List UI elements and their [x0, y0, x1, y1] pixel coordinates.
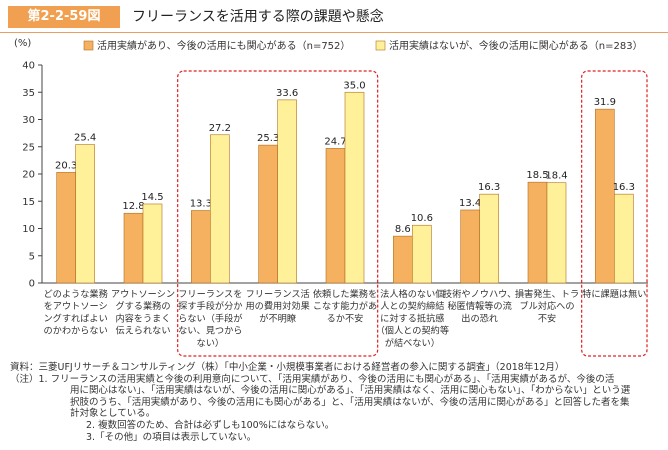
value-label-s1-c6: 8.6: [395, 224, 411, 235]
category-label-c4-line-3: が不明瞭: [259, 312, 296, 324]
bar-s2-c3: [210, 134, 230, 284]
category-label-c2-line-3: 内容をうまく: [115, 312, 170, 324]
bar-s2-c4: [277, 99, 297, 284]
value-label-s2-c8: 18.4: [545, 171, 567, 182]
category-label-c5-line-2: こなす能力があ: [313, 300, 377, 312]
legend-label-2: 活用実績はないが、今後の活用に関心がある（n=283）: [389, 39, 643, 52]
value-label-s1-c8: 18.5: [526, 170, 548, 181]
bar-s2-c6: [412, 224, 432, 284]
value-label-s1-c4: 25.3: [257, 133, 279, 144]
bar-s2-c7: [479, 193, 499, 284]
note-1-line-3: 択肢のうち、「活用実績があり、今後の活用にも関心がある」と、「活用実績はないが、…: [70, 396, 630, 408]
category-label-c8-line-1: 損害発生、トラ: [515, 288, 579, 300]
y-tick-label: 40: [22, 61, 35, 72]
category-label-c3-line-1: フリーランスを: [178, 289, 242, 300]
note-1-line-4: 計対象としている。: [70, 408, 156, 420]
value-label-s2-c5: 35.0: [343, 80, 365, 91]
category-label-c2-line-2: グする業務の: [115, 300, 170, 312]
bar-s1-c7: [460, 209, 480, 284]
bar-s1-c8: [527, 181, 548, 284]
category-label-c1-line-3: ングすればよい: [44, 312, 108, 324]
category-label-c1-line-4: のかわからない: [44, 326, 108, 337]
category-label-c2-line-1: アウトソーシン: [111, 289, 175, 300]
title-divider: [0, 32, 668, 33]
y-axis-label: (%): [14, 38, 31, 49]
bar-s2-c8: [546, 182, 567, 284]
legend-swatch-2: [375, 40, 386, 51]
note-3: 3.「その他」の項目は表示していない。: [86, 431, 257, 443]
y-tick-label: 15: [22, 197, 35, 208]
bar-s1-c4: [258, 144, 278, 284]
bar-s1-c2: [123, 212, 144, 284]
category-label-c3-line-5: ない）: [197, 338, 225, 349]
category-label-c6-line-2: 人との契約締結: [380, 300, 444, 312]
figure-label: 第2-2-59図: [8, 6, 120, 28]
category-label-c6-line-4: （個人との契約等: [376, 325, 449, 337]
legend-swatch-1: [83, 40, 94, 51]
y-tick-label: 25: [22, 142, 35, 153]
category-label-c7-line-1: 技術やノウハウ、: [443, 288, 516, 300]
value-label-s1-c7: 13.4: [459, 198, 481, 209]
value-label-s2-c4: 33.6: [276, 88, 298, 99]
y-tick-label: 10: [22, 224, 35, 235]
highlight-box-2: [581, 70, 648, 357]
value-label-s2-c9: 16.3: [613, 182, 635, 193]
chart-notes: 資料：三菱UFJリサーチ＆コンサルティング（株）「中小企業・小規模事業者における…: [10, 362, 662, 443]
bar-s1-c9: [595, 108, 615, 284]
category-label-c5-line-3: るか不安: [327, 312, 364, 324]
value-label-s1-c3: 13.3: [190, 199, 212, 210]
category-label-c8-line-2: ブル対応への: [519, 300, 574, 312]
value-label-s2-c1: 25.4: [74, 133, 96, 144]
category-label-c1-line-2: をアウトソーシ: [44, 301, 108, 312]
y-tick-label: 20: [22, 170, 35, 181]
note-1-line-1: （注）1. フリーランスの活用実績と今後の利用意向について、「活用実績があり、今…: [10, 373, 615, 385]
value-label-s2-c7: 16.3: [478, 182, 500, 193]
category-label-c9-line-1: 特に課題は無い: [582, 288, 646, 300]
y-tick-label: 30: [22, 115, 35, 126]
y-tick-label: 5: [29, 251, 35, 262]
legend-label-1: 活用実績があり、今後の活用にも関心がある（n=752）: [97, 39, 350, 52]
bar-s2-c9: [614, 193, 634, 284]
category-label-c6-line-1: 法人格のない個: [380, 288, 444, 300]
value-label-s1-c2: 12.8: [122, 201, 144, 212]
bar-s1-c5: [325, 148, 346, 284]
category-label-c3-line-2: 探す手段が分か: [178, 300, 242, 312]
category-label-c7-line-2: 秘匿情報等の流: [448, 300, 512, 312]
value-label-s1-c5: 24.7: [324, 136, 346, 147]
note-2: 2. 複数回答のため、合計は必ずしも100%にはならない。: [86, 419, 335, 431]
value-label-s1-c9: 31.9: [594, 97, 616, 108]
category-label-c7-line-3: 出の恐れ: [461, 312, 498, 324]
category-label-c4-line-2: 用の費用対効果: [246, 300, 310, 312]
bar-s1-c1: [56, 172, 76, 284]
y-tick-label: 35: [22, 88, 35, 99]
category-label-c8-line-3: 不安: [538, 312, 556, 324]
category-label-c5-line-1: 依頼した業務を: [313, 288, 377, 300]
category-label-c6-line-5: が結べない）: [385, 337, 440, 349]
bar-s1-c3: [191, 210, 211, 284]
value-label-s2-c2: 14.5: [141, 192, 163, 203]
value-label-s2-c3: 27.2: [209, 123, 231, 134]
category-label-c2-line-4: 伝えられない: [115, 326, 170, 337]
category-label-c1-line-1: どのような業務: [44, 288, 109, 300]
bar-s2-c2: [142, 203, 163, 284]
bar-s1-c6: [393, 235, 413, 284]
bar-chart: 0 5 10 15 20 25 30 35 40 (%) 活用実績があり、今後の活用にも関心がある（…: [14, 38, 648, 357]
category-label-c6-line-3: に対する抵抗感: [380, 312, 444, 324]
value-label-s1-c1: 20.3: [55, 160, 77, 171]
figure-header: 第2-2-59図 フリーランスを活用する際の課題や懸念: [0, 0, 668, 34]
bar-s2-c1: [75, 144, 95, 284]
source-note: 資料：三菱UFJリサーチ＆コンサルティング（株）「中小企業・小規模事業者における…: [10, 362, 565, 373]
note-1-line-2: 用に関心はない」、「活用実績はないが、今後の活用に関心がある」、「活用実績はなく…: [70, 385, 631, 397]
category-label-c4-line-1: フリーランス活: [246, 288, 310, 300]
category-label-c3-line-4: ない、見つから: [178, 326, 242, 337]
y-tick-label: 0: [29, 279, 35, 290]
value-label-s2-c6: 10.6: [411, 213, 433, 224]
category-label-c3-line-3: らない（手段が: [178, 312, 242, 324]
bar-s2-c5: [344, 91, 365, 284]
figure-title: フリーランスを活用する際の課題や懸念: [132, 9, 384, 25]
